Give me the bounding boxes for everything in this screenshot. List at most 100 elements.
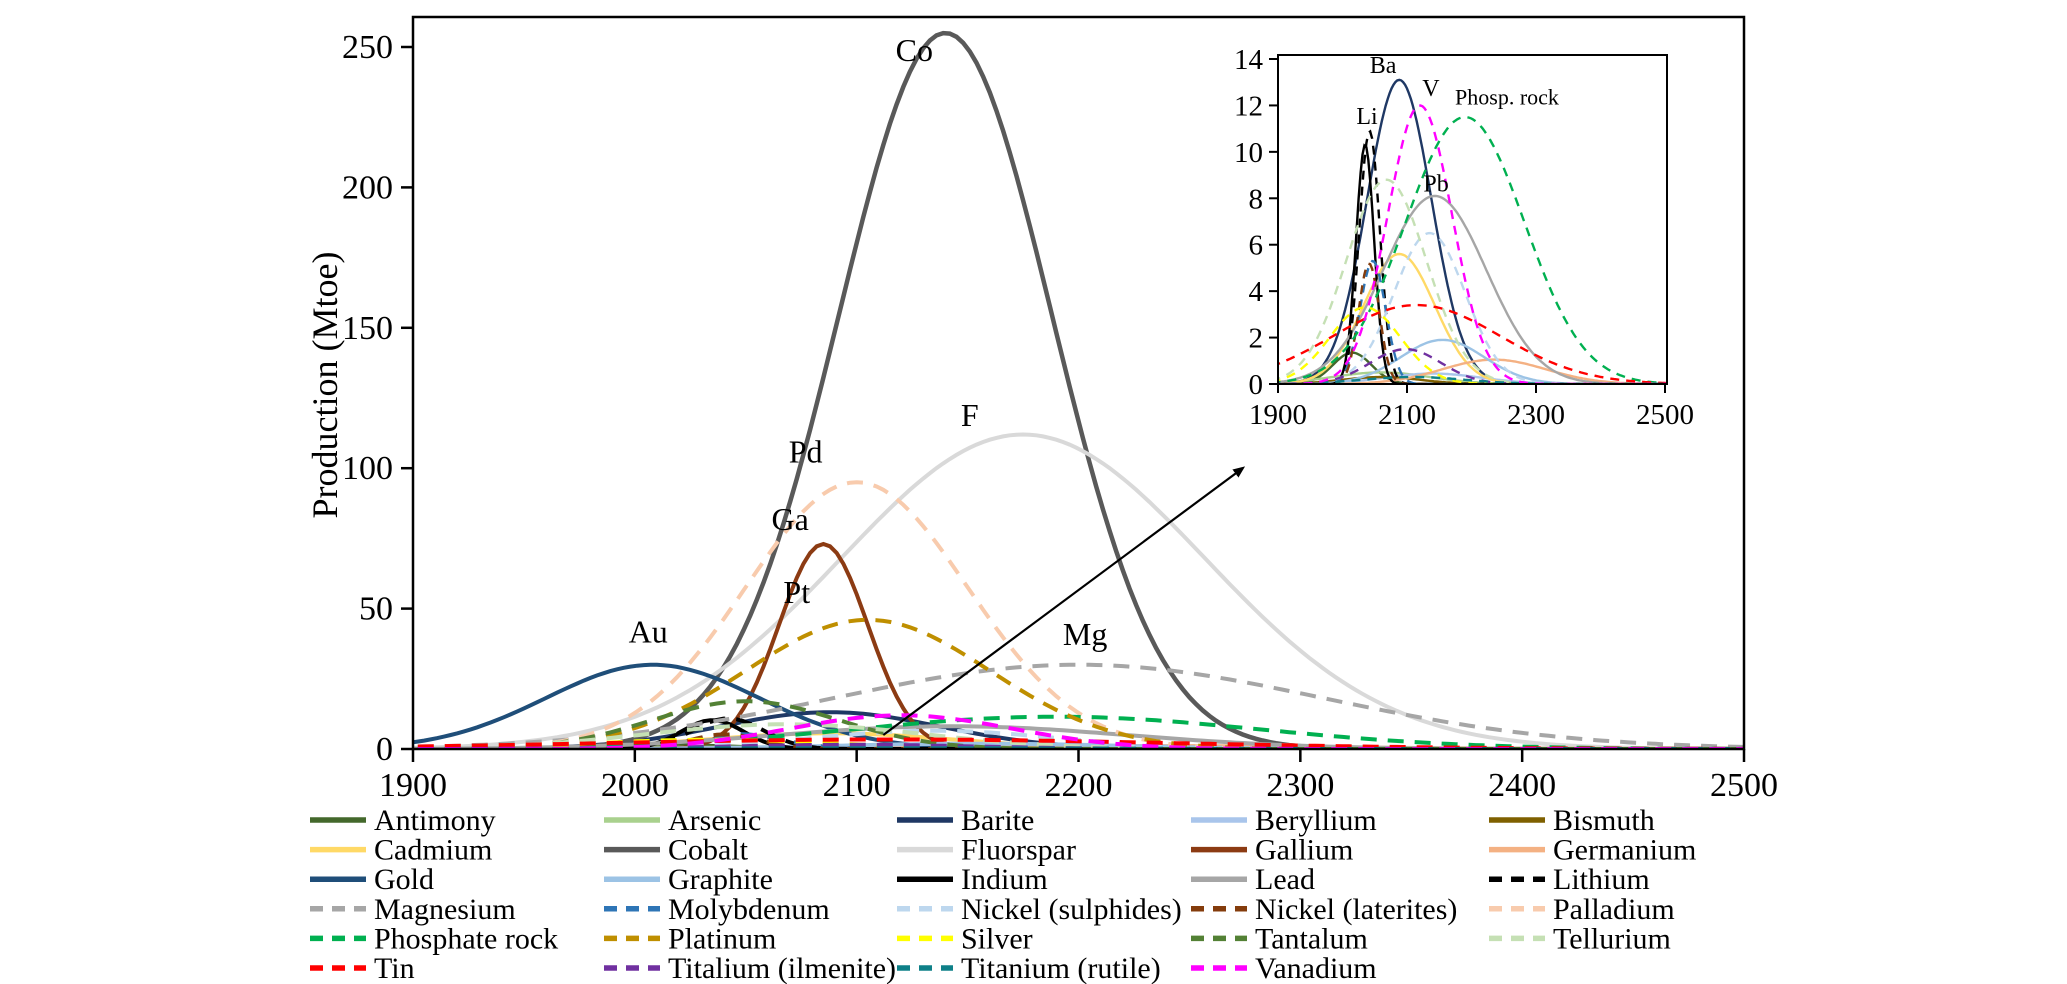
legend-label-platinum: Platinum [668, 922, 776, 955]
main-x-tick-label: 2000 [601, 767, 669, 804]
legend-item-nickel-sulphides: Nickel (sulphides) [897, 893, 1182, 926]
main-chart: 1900 2000 2100 2200 2300 2400 2500050100150200… [342, 15, 1778, 804]
main-x-tick-label: 1900 [379, 767, 447, 804]
legend-label-nickel-laterites: Nickel (laterites) [1255, 893, 1457, 926]
main-curve-vanadium [413, 713, 1744, 749]
legend-item-antimony: Antimony [310, 804, 496, 837]
legend-item-magnesium: Magnesium [310, 893, 516, 926]
legend-label-germanium: Germanium [1553, 834, 1696, 867]
inset-x-tick-label: 2300 [1507, 399, 1565, 431]
legend-item-lithium: Lithium [1489, 863, 1650, 896]
inset-curve-vanadium [1278, 104, 1667, 384]
legend-label-cobalt: Cobalt [668, 834, 749, 867]
legend-label-graphite: Graphite [668, 863, 773, 896]
main-peak-label-co: Co [896, 32, 933, 68]
inset-y-tick-label: 10 [1234, 137, 1263, 169]
main-curve-palladium [413, 480, 1744, 749]
legend-label-tellurium: Tellurium [1553, 922, 1671, 955]
inset-curve-tin [1278, 303, 1667, 384]
inset-x-tick-label: 2100 [1378, 399, 1436, 431]
main-y-tick-label: 50 [359, 591, 393, 628]
inset-plot-border [1277, 54, 1668, 385]
legend-item-lead: Lead [1191, 863, 1315, 896]
main-peak-label-pd: Pd [789, 434, 823, 470]
legend-label-gallium: Gallium [1255, 834, 1353, 867]
main-peak-label-f: F [961, 397, 979, 433]
legend-label-palladium: Palladium [1553, 893, 1675, 926]
legend-item-phosphate-rock: Phosphate rock [310, 922, 558, 955]
legend-label-tin: Tin [374, 952, 415, 984]
legend-item-arsenic: Arsenic [604, 804, 761, 837]
inset-curve-cadmium [1278, 252, 1667, 384]
legend-item-platinum: Platinum [604, 922, 776, 955]
legend-item-cadmium: Cadmium [310, 834, 492, 867]
legend-label-nickel-sulphides: Nickel (sulphides) [961, 893, 1182, 926]
legend-label-lead: Lead [1255, 863, 1315, 896]
legend-label-magnesium: Magnesium [374, 893, 516, 926]
inset-y-tick-label: 14 [1234, 44, 1264, 76]
legend-label-barite: Barite [961, 804, 1034, 837]
main-peak-label-pt: Pt [783, 574, 810, 610]
inset-peak-label-v: V [1422, 76, 1440, 102]
main-y-tick-label: 250 [342, 29, 393, 66]
legend-item-bismuth: Bismuth [1489, 804, 1655, 837]
main-x-tick-label: 2200 [1045, 767, 1113, 804]
inset-peak-label-li: Li [1356, 104, 1378, 130]
legend-label-silver: Silver [961, 922, 1033, 955]
legend-label-titalium-ilmenite: Titalium (ilmenite) [668, 952, 896, 984]
inset-peak-label-ba: Ba [1370, 53, 1397, 79]
legend-item-barite: Barite [897, 804, 1034, 837]
inset-x-tick-label: 1900 [1249, 399, 1307, 431]
main-y-tick-label: 0 [376, 731, 393, 768]
inset-curve-phosphate-rock [1278, 115, 1667, 384]
legend-item-fluorspar: Fluorspar [897, 834, 1076, 867]
legend-label-phosphate-rock: Phosphate rock [374, 922, 558, 955]
y-axis-title: Production (Mtoe) [305, 252, 345, 519]
legend-item-nickel-laterites: Nickel (laterites) [1191, 893, 1457, 926]
main-y-tick-label: 100 [342, 450, 393, 487]
inset-y-tick-label: 0 [1249, 369, 1264, 401]
legend-label-cadmium: Cadmium [374, 834, 492, 867]
main-peak-label-ga: Ga [771, 501, 808, 537]
legend-item-gold: Gold [310, 863, 434, 896]
main-curve-gold [413, 662, 1744, 749]
inset-curves [1278, 78, 1667, 384]
main-peak-label-au: Au [629, 613, 668, 649]
inset-curve-titanium-rutile [1278, 375, 1667, 384]
legend-label-beryllium: Beryllium [1255, 804, 1377, 837]
main-y-tick-label: 150 [342, 310, 393, 347]
inset-y-tick-label: 2 [1249, 323, 1264, 355]
legend-label-vanadium: Vanadium [1255, 952, 1377, 984]
inset-y-tick-label: 4 [1249, 276, 1264, 308]
legend-item-cobalt: Cobalt [604, 834, 749, 867]
legend-item-titanium-rutile: Titanium (rutile) [897, 952, 1161, 984]
legend-item-beryllium: Beryllium [1191, 804, 1377, 837]
legend-item-vanadium: Vanadium [1191, 952, 1377, 984]
inset-peak-label-pb: Pb [1423, 171, 1448, 197]
main-curve-tantalum [413, 699, 1744, 749]
legend-label-lithium: Lithium [1553, 863, 1650, 896]
main-x-tick-label: 2500 [1710, 767, 1778, 804]
legend-item-graphite: Graphite [604, 863, 773, 896]
inset-y-tick-label: 8 [1249, 183, 1264, 215]
legend-label-molybdenum: Molybdenum [668, 893, 830, 926]
main-x-tick-label: 2100 [823, 767, 891, 804]
legend: Antimony Arsenic Barite Beryllium Bismuth Cad… [310, 804, 1696, 984]
inset-curve-barite [1278, 78, 1667, 384]
inset-peak-label-phosp-rock: Phosp. rock [1455, 84, 1559, 109]
inset-y-tick-label: 6 [1249, 230, 1264, 262]
inset-curve-titalium-ilmenite [1278, 348, 1667, 384]
legend-label-titanium-rutile: Titanium (rutile) [961, 952, 1161, 984]
legend-item-palladium: Palladium [1489, 893, 1675, 926]
legend-item-titalium-ilmenite: Titalium (ilmenite) [604, 952, 896, 984]
main-peak-label-mg: Mg [1063, 616, 1107, 652]
legend-item-molybdenum: Molybdenum [604, 893, 830, 926]
legend-item-tellurium: Tellurium [1489, 922, 1671, 955]
legend-item-gallium: Gallium [1191, 834, 1353, 867]
legend-item-silver: Silver [897, 922, 1033, 955]
main-x-tick-label: 2400 [1488, 767, 1556, 804]
legend-label-indium: Indium [961, 863, 1048, 896]
inset-curve-antimony [1278, 351, 1667, 384]
legend-item-tantalum: Tantalum [1191, 922, 1368, 955]
